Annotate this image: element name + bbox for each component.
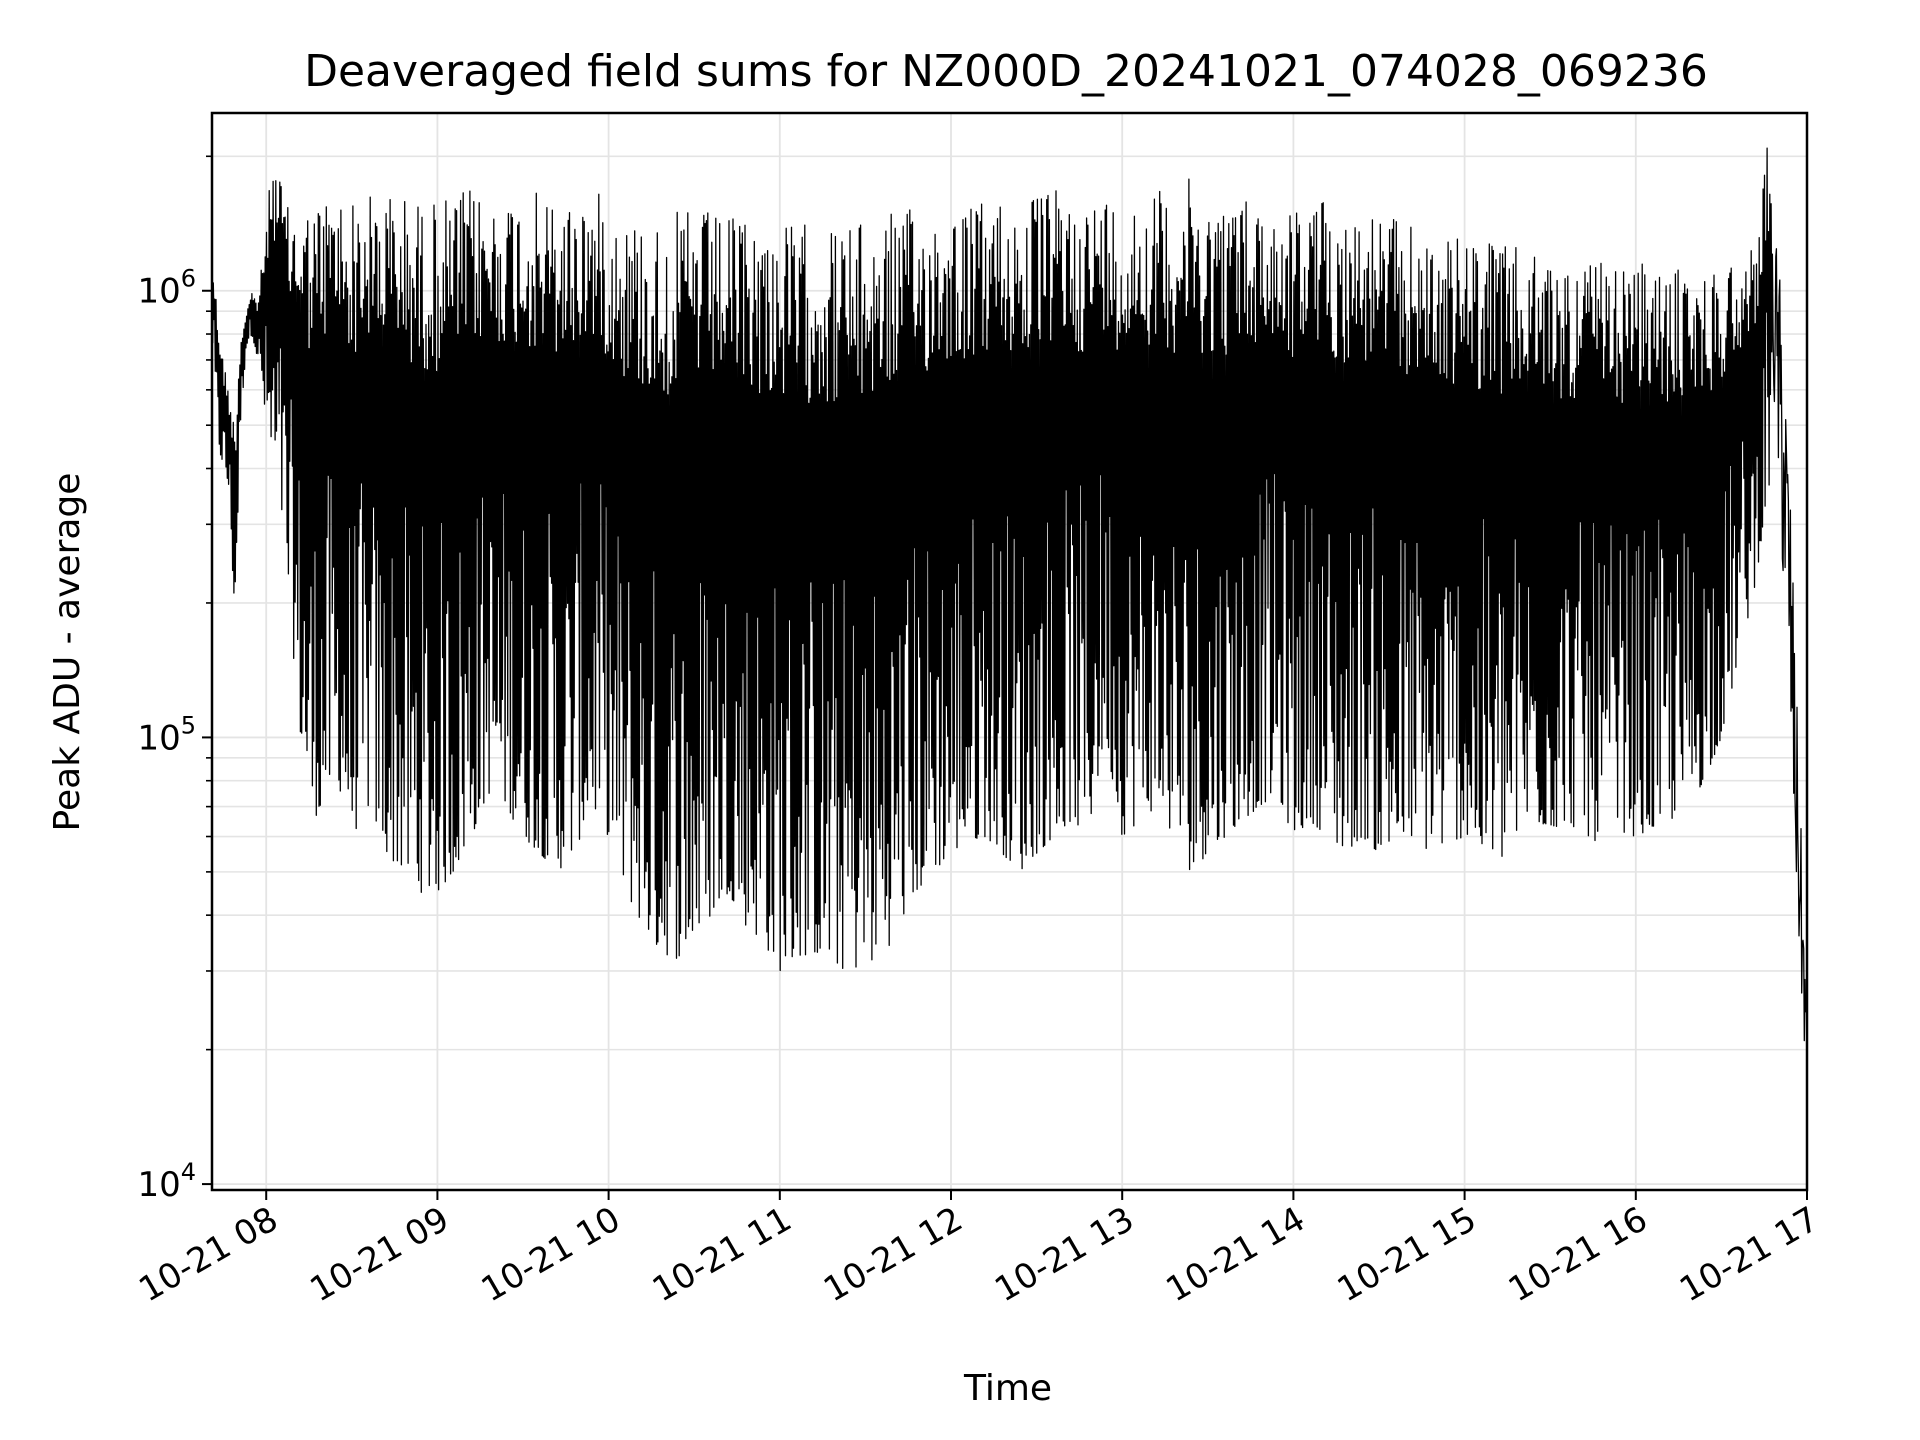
data-series: [211, 147, 1808, 1042]
chart-title: Deaveraged field sums for NZ000D_2024102…: [304, 46, 1708, 97]
y-tick-label: 106: [137, 265, 196, 312]
y-tick-label: 105: [137, 711, 196, 758]
x-axis-label: Time: [963, 1368, 1052, 1409]
y-axis: 104 105 106: [137, 155, 212, 1205]
series-line: [211, 147, 1808, 1042]
y-axis-label: Peak ADU - average: [47, 473, 88, 832]
y-tick-label: 104: [137, 1158, 196, 1205]
plot-frame: [210, 111, 1809, 1192]
